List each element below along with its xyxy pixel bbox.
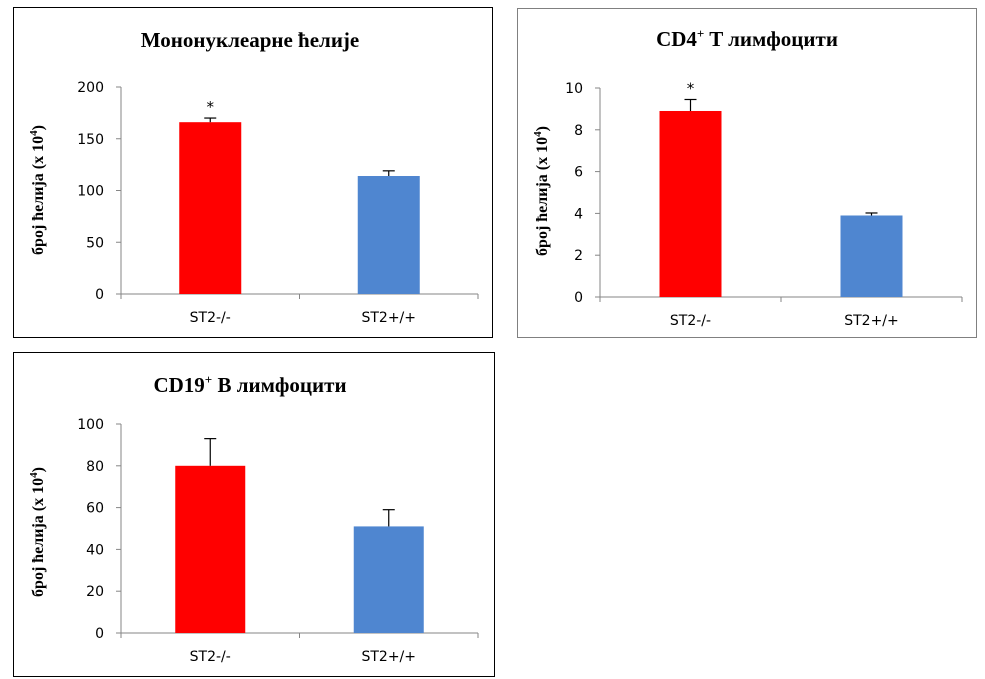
y-tick-label: 2: [574, 248, 583, 264]
y-axis-label-main: број ћелија (x 10: [534, 137, 551, 256]
y-tick-label: 50: [86, 235, 104, 251]
y-axis-label-end: ): [30, 467, 47, 472]
y-axis-label-superscript: 4: [28, 472, 40, 478]
chart-border: [517, 8, 977, 338]
y-axis-label: број ћелија (x 104): [28, 125, 47, 255]
y-axis-label-end: ): [534, 126, 551, 131]
y-axis-label-main: број ћелија (x 10: [30, 136, 47, 255]
significance-marker: *: [207, 98, 215, 116]
chart-panel-cd19: CD19+ B лимфоцити број ћелија (x 104) 0 20 4…: [13, 352, 495, 677]
y-tick-label: 6: [574, 165, 583, 181]
chart-mononuclear: Мононуклеарне ћелије број ћелија (x 104) 0…: [13, 7, 493, 338]
y-tick-label: 100: [77, 184, 104, 200]
significance-marker: *: [687, 79, 695, 97]
chart-title-main: CD4: [656, 27, 697, 51]
y-axis-label-end: ): [30, 125, 47, 130]
chart-title-superscript: +: [697, 26, 704, 41]
chart-panel-cd4: CD4+ T лимфоцити број ћелија (x 104) 0 2 4 6 8…: [517, 8, 977, 338]
y-tick-label: 200: [77, 80, 104, 96]
y-tick-label: 4: [574, 206, 583, 222]
bar-ST2-/-: [659, 110, 722, 298]
y-tick-label: 0: [95, 287, 104, 303]
y-tick-label: 8: [574, 123, 583, 139]
y-tick-label: 0: [95, 626, 104, 642]
y-tick-label: 20: [86, 584, 104, 600]
y-tick-label: 40: [86, 542, 104, 558]
x-category-label: ST2-/-: [190, 310, 231, 326]
chart-cd19: CD19+ B лимфоцити број ћелија (x 104) 0 20 4…: [13, 352, 495, 677]
x-category-label: ST2-/-: [670, 313, 711, 329]
chart-title: CD19+ B лимфоцити: [153, 372, 346, 397]
chart-title-superscript: +: [205, 372, 212, 387]
y-tick-label: 150: [77, 132, 104, 148]
y-axis-label: број ћелија (x 104): [28, 467, 47, 597]
x-category-label: ST2-/-: [190, 649, 231, 665]
y-tick-label: 0: [574, 290, 583, 306]
y-axis-label-superscript: 4: [28, 130, 40, 136]
chart-title-main: CD19: [153, 373, 204, 397]
y-axis-label: број ћелија (x 104): [532, 126, 551, 256]
chart-title: Мононуклеарне ћелије: [141, 28, 360, 52]
bar-ST2+/+: [353, 526, 424, 633]
y-tick-label: 10: [565, 81, 583, 97]
y-axis-label-main: број ћелија (x 10: [30, 478, 47, 597]
x-category-label: ST2+/+: [361, 649, 416, 665]
chart-title-rest: B лимфоцити: [212, 373, 346, 397]
bar-ST2-/-: [175, 465, 246, 633]
bar-ST2+/+: [357, 176, 420, 294]
y-axis-label-superscript: 4: [532, 131, 544, 137]
y-tick-label: 80: [86, 459, 104, 475]
bar-ST2-/-: [179, 122, 242, 294]
y-tick-label: 100: [77, 417, 104, 433]
bar-ST2+/+: [840, 215, 903, 297]
y-tick-label: 60: [86, 501, 104, 517]
chart-title: CD4+ T лимфоцити: [656, 26, 838, 51]
chart-title-main: Мононуклеарне ћелије: [141, 28, 360, 52]
chart-title-rest: T лимфоцити: [704, 27, 838, 51]
x-category-label: ST2+/+: [844, 313, 899, 329]
chart-panel-mononuclear: Мононуклеарне ћелије број ћелија (x 104) 0…: [13, 7, 493, 338]
chart-border: [13, 7, 493, 338]
x-category-label: ST2+/+: [361, 310, 416, 326]
